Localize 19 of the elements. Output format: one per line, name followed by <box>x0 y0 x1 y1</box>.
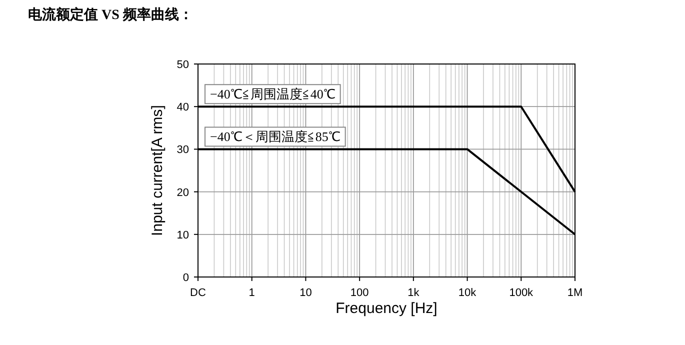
series-label: −40℃＜周围温度≦85℃ <box>210 129 340 144</box>
x-tick-label: 100 <box>350 287 369 299</box>
x-axis-title: Frequency [Hz] <box>336 300 438 317</box>
x-tick-label: 1M <box>567 287 583 299</box>
y-tick-label: 50 <box>176 59 189 71</box>
y-tick-label: 0 <box>182 272 189 284</box>
x-tick-label: 1 <box>248 287 255 299</box>
x-tick-label: DC <box>190 287 206 299</box>
y-tick-label: 30 <box>176 144 189 156</box>
series-label: −40℃≦周围温度≦40℃ <box>210 86 336 102</box>
y-tick-label: 10 <box>176 229 189 242</box>
chart-title: 电流额定值 VS 频率曲线： <box>28 6 193 23</box>
x-tick-label: 1k <box>408 287 420 299</box>
x-tick-label: 100k <box>509 287 534 299</box>
y-tick-label: 40 <box>176 102 189 114</box>
y-tick-label: 20 <box>176 186 189 199</box>
x-tick-label: 10 <box>300 287 312 299</box>
y-axis-title: Input current[A rms] <box>149 105 166 236</box>
x-tick-label: 10k <box>458 287 477 299</box>
